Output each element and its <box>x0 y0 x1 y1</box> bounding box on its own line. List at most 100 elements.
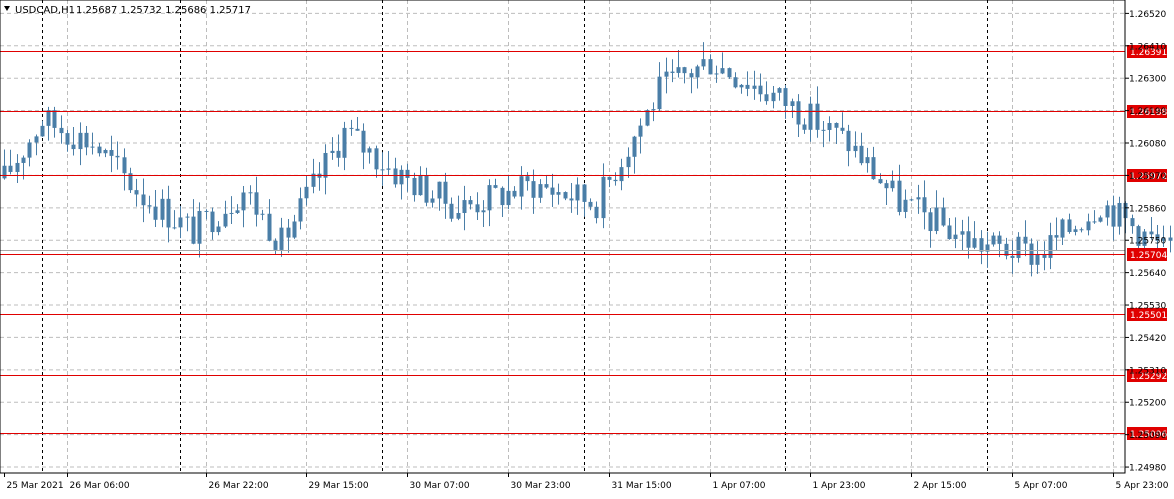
candle-body <box>1080 229 1084 230</box>
candle-body <box>173 227 177 228</box>
candle-body <box>116 156 120 157</box>
candle-body <box>992 236 996 245</box>
candle-body <box>583 184 587 201</box>
candle-body <box>1112 205 1116 226</box>
price-tick-label: 1.26300 <box>1129 75 1166 85</box>
candle-body <box>539 184 543 198</box>
time-tick-label: 5 Apr 23:00 <box>1116 481 1169 491</box>
candle-body <box>142 194 146 205</box>
candle-body <box>350 128 354 129</box>
candle-body <box>343 128 347 158</box>
candle-body <box>942 208 946 226</box>
candle-body <box>261 214 265 215</box>
candle-body <box>211 212 215 232</box>
candle-body <box>362 131 366 153</box>
candle-body <box>551 188 555 195</box>
candle-body <box>1036 255 1040 265</box>
candle-body <box>400 170 404 184</box>
candle-body <box>482 210 486 212</box>
candle-body <box>828 123 832 130</box>
candle-body <box>255 192 259 214</box>
candle-body <box>998 236 1002 244</box>
candle-body <box>589 202 593 207</box>
candle-body <box>608 177 612 180</box>
candle-body <box>3 166 7 179</box>
candle-body <box>620 167 624 181</box>
time-tick-label: 26 Mar 22:00 <box>209 481 269 491</box>
time-tick-label: 26 Mar 06:00 <box>70 481 130 491</box>
candle-body <box>274 241 278 250</box>
candle-body <box>904 200 908 212</box>
candle-body <box>66 133 70 145</box>
candle-body <box>425 175 429 202</box>
price-tick-label: 1.26080 <box>1129 140 1166 150</box>
candle-body <box>394 168 398 184</box>
price-tick-label: 1.25090 <box>1129 431 1166 441</box>
candle-body <box>110 150 114 156</box>
candle-body <box>671 72 675 73</box>
time-tick-label: 5 Apr 07:00 <box>1015 481 1068 491</box>
candle-body <box>337 151 341 158</box>
candle-body <box>507 191 511 205</box>
candle-body <box>854 146 858 151</box>
candle-body <box>1068 219 1072 232</box>
candle-body <box>1061 219 1065 237</box>
candle-body <box>816 104 820 130</box>
candle-body <box>652 109 656 110</box>
candle-body <box>450 204 454 219</box>
candle-body <box>224 214 228 227</box>
candle-body <box>368 148 372 152</box>
candle-body <box>935 208 939 232</box>
price-tick-label: 1.25420 <box>1129 334 1166 344</box>
candle-body <box>230 213 234 214</box>
candle-body <box>91 147 95 148</box>
candle-body <box>759 86 763 95</box>
candle-body <box>847 131 851 151</box>
candle-body <box>186 217 190 218</box>
candle-body <box>35 136 39 142</box>
candle-body <box>614 180 618 181</box>
time-tick-label: 2 Apr 15:00 <box>914 481 967 491</box>
ohlc-readout: 1.25687 1.25732 1.25686 1.25717 <box>76 5 251 16</box>
candle-body <box>22 158 26 163</box>
candle-body <box>123 157 127 173</box>
candle-body <box>375 148 379 169</box>
chart-header: USDCAD,H1 1.25687 1.25732 1.25686 1.2571… <box>4 5 251 16</box>
candle-body <box>1150 232 1154 235</box>
candle-body <box>381 169 385 170</box>
candle-body <box>305 187 309 198</box>
candle-body <box>576 184 580 200</box>
candle-body <box>532 181 536 198</box>
candle-body <box>406 170 410 178</box>
candle-body <box>721 68 725 73</box>
candle-body <box>438 182 442 199</box>
candle-body <box>715 73 719 74</box>
candle-body <box>728 68 732 77</box>
candle-body <box>980 238 984 251</box>
candle-body <box>198 211 202 244</box>
candle-body <box>79 133 83 149</box>
candle-body <box>179 217 183 227</box>
candle-body <box>299 198 303 221</box>
candle-body <box>280 228 284 250</box>
candle-body <box>765 94 769 101</box>
candle-body <box>1087 221 1091 230</box>
candle-body <box>413 178 417 195</box>
candle-body <box>476 204 480 212</box>
time-tick-label: 29 Mar 15:00 <box>309 481 369 491</box>
candle-body <box>513 191 517 197</box>
candle-body <box>690 73 694 77</box>
candle-body <box>772 93 776 101</box>
price-tick-label: 1.26410 <box>1129 42 1166 52</box>
candle-body <box>1093 221 1097 222</box>
symbol-label: USDCAD,H1 <box>15 5 75 16</box>
candle-body <box>948 225 952 239</box>
candle-body <box>47 110 51 126</box>
candle-body <box>910 199 914 200</box>
price-axis[interactable]: 1.265201.264101.263001.261901.260801.259… <box>1125 10 1166 474</box>
candle-body <box>696 66 700 77</box>
candle-body <box>72 145 76 149</box>
candle-body <box>148 205 152 206</box>
